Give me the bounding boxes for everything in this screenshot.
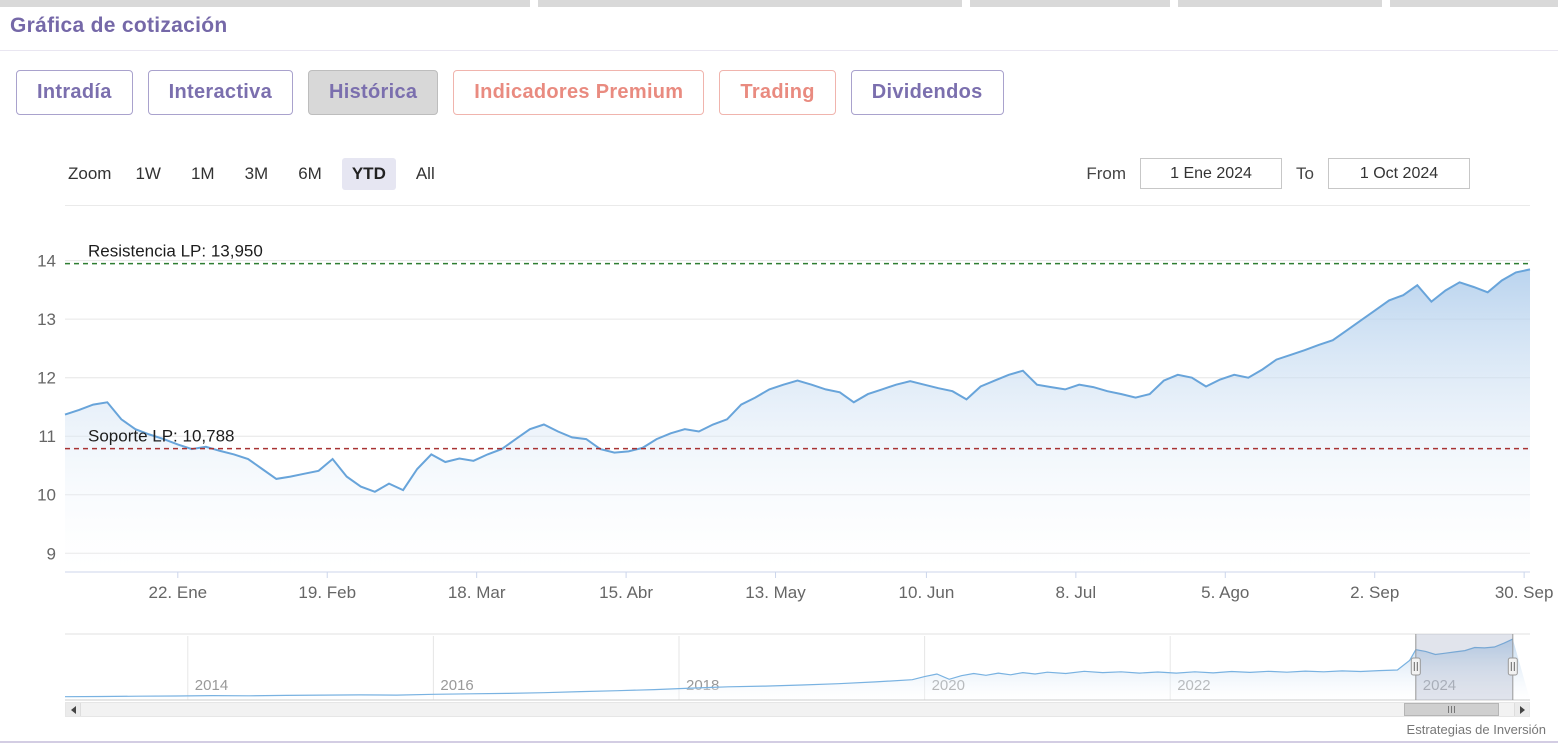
navigator-year-label: 2014	[195, 677, 228, 694]
y-axis-label: 9	[47, 544, 56, 563]
tab-interactiva[interactable]: Interactiva	[147, 70, 293, 115]
range-button-1m[interactable]: 1M	[181, 158, 225, 190]
navigator-line	[64, 638, 1514, 698]
main-price-chart[interactable]: 9 10 11 12 13 14 Resistencia LP: 13,950 Soporte…	[0, 205, 1558, 605]
range-button-1w[interactable]: 1W	[125, 158, 171, 190]
scrollbar-right-arrow[interactable]	[1514, 703, 1529, 716]
y-axis-label: 10	[37, 486, 56, 505]
price-line	[64, 268, 1531, 493]
x-axis-label: 13. May	[745, 583, 806, 602]
navigator-chart[interactable]: 201420162018202020222024	[0, 632, 1558, 704]
x-axis-label: 15. Abr	[599, 583, 653, 602]
navigator-area	[65, 639, 1530, 700]
navigator-handle-right[interactable]	[1507, 634, 1518, 700]
top-strip-segment	[538, 0, 962, 7]
scrollbar-left-arrow[interactable]	[66, 703, 81, 716]
navigator-year-label: 2016	[440, 677, 473, 694]
y-axis-label: 12	[37, 369, 56, 388]
from-date-input[interactable]	[1140, 158, 1283, 189]
tab-histórica[interactable]: Histórica	[308, 70, 439, 115]
range-button-3m[interactable]: 3M	[235, 158, 279, 190]
top-strip-segment	[1390, 0, 1558, 7]
to-label: To	[1296, 163, 1314, 183]
range-button-all[interactable]: All	[406, 158, 445, 190]
scrollbar-thumb[interactable]	[1404, 703, 1500, 716]
top-strip-segment	[970, 0, 1170, 7]
y-axis-label: 13	[37, 310, 56, 329]
tab-indicadores-premium[interactable]: Indicadores Premium	[453, 70, 705, 115]
x-axis-label: 8. Jul	[1056, 583, 1097, 602]
annotation-label: Soporte LP: 10,788	[88, 427, 235, 446]
date-range-inputs: From To	[1086, 158, 1470, 189]
title-divider	[0, 50, 1558, 51]
chart-tabs: Intradía Interactiva Histórica Indicadores …	[16, 70, 1004, 115]
zoom-label: Zoom	[68, 164, 112, 183]
tab-trading[interactable]: Trading	[719, 70, 836, 115]
navigator-handle-left[interactable]	[1410, 634, 1421, 700]
tab-intradía[interactable]: Intradía	[16, 70, 133, 115]
price-area	[65, 269, 1530, 572]
from-label: From	[1086, 163, 1127, 183]
handle-grip-icon	[1507, 657, 1518, 676]
left-arrow-icon	[70, 705, 76, 714]
zoom-range-buttons: 1W 1M 3M 6M YTD All	[125, 158, 444, 190]
to-date-input[interactable]	[1328, 158, 1470, 189]
x-axis-label: 10. Jun	[899, 583, 955, 602]
chart-top-border	[65, 205, 1530, 206]
annotation-label: Resistencia LP: 13,950	[88, 242, 263, 261]
x-axis-label: 2. Sep	[1350, 583, 1399, 602]
navigator-selection-mask[interactable]	[1415, 634, 1513, 700]
y-axis-label: 11	[38, 427, 56, 446]
x-axis-label: 19. Feb	[298, 583, 356, 602]
right-arrow-icon	[1519, 705, 1525, 714]
top-strip-segment	[0, 0, 530, 7]
handle-grip-icon	[1410, 657, 1421, 676]
x-axis-label: 18. Mar	[448, 583, 506, 602]
chart-credit: Estrategias de Inversión	[1406, 722, 1546, 737]
range-selector: Zoom 1W 1M 3M 6M YTD All	[68, 158, 445, 190]
top-tab-strip	[0, 0, 1558, 7]
scrollbar-track[interactable]	[65, 702, 1530, 717]
range-button-6m[interactable]: 6M	[288, 158, 332, 190]
x-axis-label: 5. Ago	[1201, 583, 1249, 602]
top-strip-segment	[1178, 0, 1382, 7]
bottom-divider	[0, 741, 1558, 743]
x-axis-label: 30. Sep	[1495, 583, 1554, 602]
tab-dividendos[interactable]: Dividendos	[850, 70, 1004, 115]
x-axis-label: 22. Ene	[149, 583, 208, 602]
range-button-ytd[interactable]: YTD	[341, 158, 396, 190]
y-axis-label: 14	[37, 252, 56, 271]
page-title: Gráfica de cotización	[10, 14, 228, 37]
